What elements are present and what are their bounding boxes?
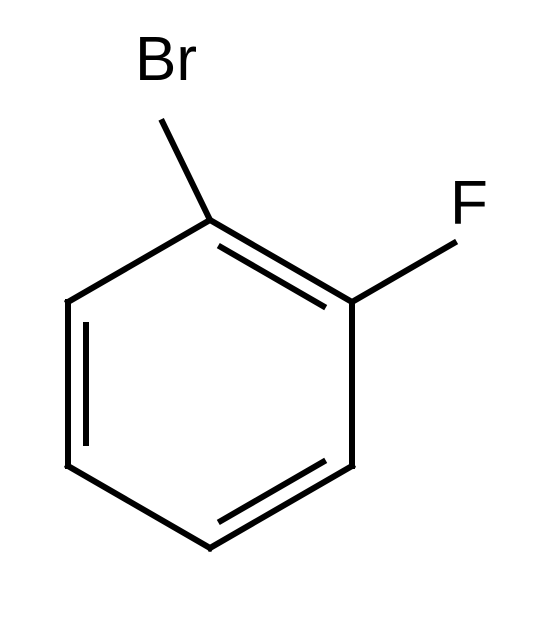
bond-line	[352, 243, 454, 302]
bond-line	[68, 220, 210, 302]
bond-line	[210, 220, 352, 302]
atom-label-f: F	[450, 169, 488, 238]
atom-label-br: Br	[135, 25, 197, 94]
bond-line	[162, 122, 210, 220]
molecule-diagram: Br F	[0, 0, 550, 640]
bond-line	[210, 466, 352, 548]
bond-line	[68, 466, 210, 548]
